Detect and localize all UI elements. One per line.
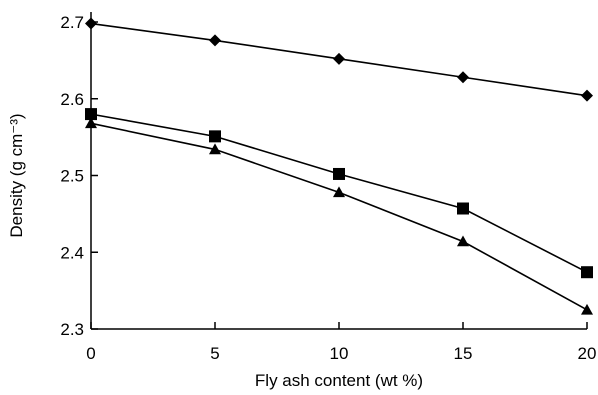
x-axis-label: Fly ash content (wt %)	[255, 371, 423, 390]
square-marker	[581, 266, 593, 279]
diamond-marker	[85, 17, 97, 30]
square-marker	[85, 108, 97, 121]
y-tick-label: 2.6	[60, 90, 84, 109]
x-tick-label: 5	[210, 344, 219, 363]
triangle-marker	[333, 186, 345, 198]
series-line	[90, 122, 588, 311]
x-tick-label: 0	[86, 344, 95, 363]
y-tick-label: 2.7	[60, 13, 84, 32]
diamond-marker	[581, 89, 593, 102]
triangle-marker	[209, 143, 221, 155]
triangle-marker	[581, 303, 593, 315]
square-marker	[457, 202, 469, 215]
y-tick-label: 2.3	[60, 320, 84, 339]
diamond-marker	[457, 71, 469, 84]
y-axis-label: Density (g cm⁻³)	[7, 113, 26, 237]
y-tick-label: 2.4	[60, 243, 84, 262]
series-1	[85, 17, 593, 102]
series-group	[85, 17, 593, 315]
y-tick-label: 2.5	[60, 167, 84, 186]
triangle-marker	[457, 235, 469, 247]
x-tick-label: 15	[454, 344, 473, 363]
series-3	[85, 117, 593, 315]
square-marker	[209, 130, 221, 143]
x-tick-label: 10	[330, 344, 349, 363]
triangle-marker	[85, 117, 97, 129]
x-tick-label: 20	[578, 344, 597, 363]
series-2	[85, 108, 593, 279]
ticks: 0 5 10 15 20 2.3 2.4 2.5 2.6 2.7	[60, 13, 596, 363]
square-marker	[333, 167, 345, 180]
diamond-marker	[209, 34, 221, 47]
diamond-marker	[333, 52, 345, 65]
